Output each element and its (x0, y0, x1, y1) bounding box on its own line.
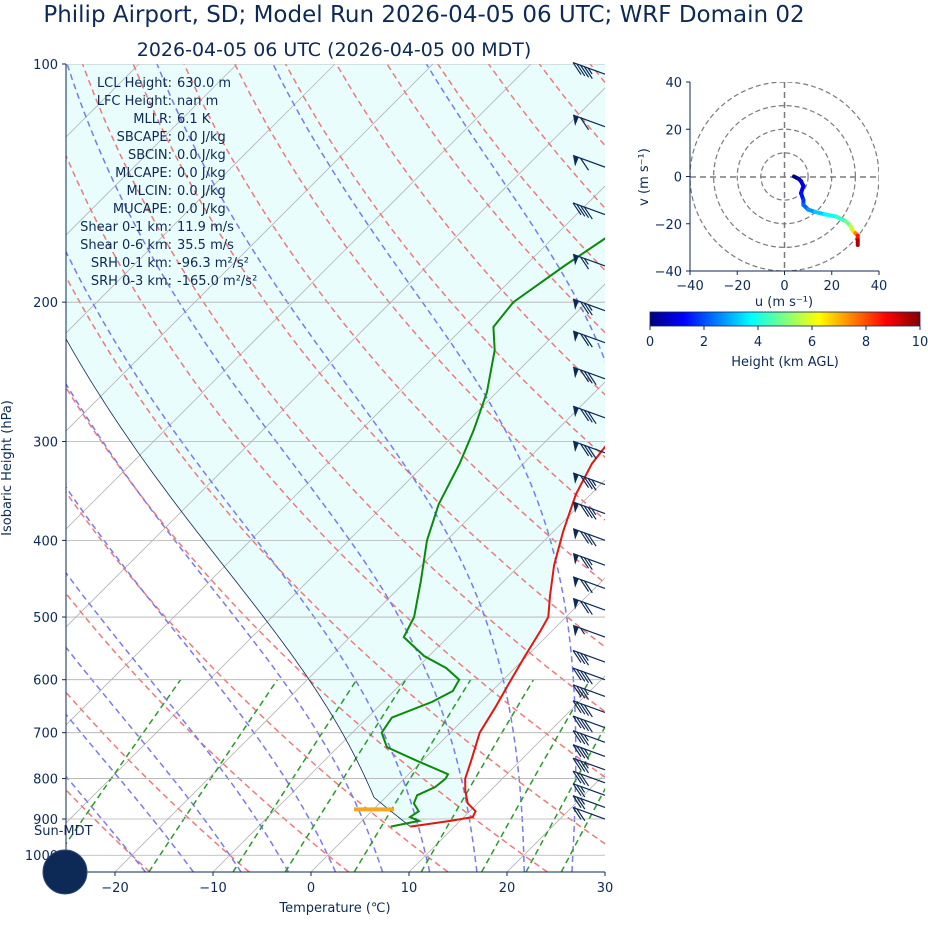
hodograph-ticks: −40 −20 0 20 40 40 20 0 −20 −40 (655, 76, 888, 294)
hodograph-y-tick-label: −20 (655, 218, 682, 233)
y-tick-label: 800 (33, 773, 58, 788)
index-label: Shear 0-6 km: (80, 238, 172, 253)
dry-adiabat (844, 64, 928, 872)
isotherm-line (703, 64, 928, 872)
hodograph-y-tick-label: 0 (674, 171, 682, 186)
y-axis-label: Isobaric Height (hPa) (0, 400, 15, 536)
y-tick-label: 400 (33, 534, 58, 549)
index-value: 0.0 J/kg (177, 130, 226, 145)
colorbar-tick-label: 0 (646, 335, 654, 350)
colorbar-gradient (650, 312, 920, 326)
dry-adiabat (692, 64, 928, 872)
colorbar-tick-label: 10 (912, 335, 928, 350)
hodograph-y-tick-label: −40 (655, 265, 682, 280)
isotherm-line (605, 64, 928, 872)
colorbar-tick-label: 2 (700, 335, 708, 350)
wind-barb (573, 650, 605, 665)
index-label: Shear 0-1 km: (80, 220, 172, 235)
index-label: SRH 0-3 km: (91, 274, 172, 289)
wind-barb (573, 668, 605, 684)
x-tick-label: 0 (307, 881, 315, 896)
index-value: 630.0 m (177, 76, 231, 91)
index-label: SRH 0-1 km: (91, 256, 172, 271)
moon-phase-icon (43, 850, 87, 894)
index-value: 0.0 J/kg (177, 148, 226, 163)
hodograph-y-tick-label: 40 (665, 76, 682, 91)
hodograph-x-tick-label: −20 (724, 279, 751, 294)
hodograph-x-tick-label: 0 (780, 279, 788, 294)
index-value: 35.5 m/s (177, 238, 234, 253)
colorbar-tick-label: 8 (862, 335, 870, 350)
index-label: MUCAPE: (113, 202, 172, 217)
colorbar-ticks: 0 2 4 6 8 10 (646, 326, 928, 350)
y-tick-label: 300 (33, 436, 58, 451)
dry-adiabat (793, 64, 928, 872)
dry-adiabat (742, 64, 928, 872)
height-colorbar: 0 2 4 6 8 10 Height (km AGL) (646, 312, 928, 370)
wind-barb (573, 598, 605, 614)
figure-title: Philip Airport, SD; Model Run 2026-04-05… (43, 2, 804, 28)
x-tick-label: −10 (199, 881, 226, 896)
y-tick-label: 600 (33, 674, 58, 689)
index-value: -96.3 m²/s² (177, 256, 249, 271)
x-axis-ticks: −20 −10 0 10 20 30 (101, 872, 613, 896)
x-tick-label: 30 (597, 881, 614, 896)
wind-barb (573, 758, 605, 773)
x-tick-label: 20 (499, 881, 516, 896)
hodograph-x-tick-label: 20 (823, 279, 840, 294)
hodograph: −40 −20 0 20 40 40 20 0 −20 −40 u (m s⁻¹) v (m s⁻… (637, 76, 887, 310)
wind-barb (573, 625, 605, 637)
wind-barb (573, 716, 605, 732)
index-value: nan m (177, 94, 218, 109)
y-tick-label: 100 (33, 58, 58, 73)
index-label: SBCAPE: (117, 130, 172, 145)
sun-label: Sun-MDT (34, 824, 93, 839)
index-value: 6.1 K (177, 112, 211, 127)
hodograph-y-tick-label: 20 (665, 123, 682, 138)
isotherm-line (801, 64, 928, 872)
skewt-subtitle: 2026-04-05 06 UTC (2026-04-05 00 MDT) (137, 39, 532, 61)
x-tick-label: 10 (401, 881, 418, 896)
x-tick-label: −20 (101, 881, 128, 896)
colorbar-tick-label: 6 (808, 335, 816, 350)
hodograph-x-tick-label: −40 (676, 279, 703, 294)
hodograph-x-tick-label: 40 (871, 279, 888, 294)
colorbar-label: Height (km AGL) (731, 355, 839, 370)
index-value: 0.0 J/kg (177, 166, 226, 181)
y-tick-label: 200 (33, 296, 58, 311)
index-value: 0.0 J/kg (177, 184, 226, 199)
wind-barb (573, 502, 605, 519)
y-tick-label: 700 (33, 727, 58, 742)
index-label: LFC Height: (97, 94, 172, 109)
index-label: MLCIN: (127, 184, 172, 199)
index-label: SBCIN: (128, 148, 172, 163)
index-value: 11.9 m/s (177, 220, 234, 235)
y-tick-label: 500 (33, 611, 58, 626)
mixing-ratio-line (233, 680, 357, 872)
moist-adiabat (716, 64, 848, 872)
index-label: MLLR: (133, 112, 172, 127)
colorbar-tick-label: 4 (754, 335, 762, 350)
hodograph-x-label: u (m s⁻¹) (755, 295, 813, 310)
index-label: MLCAPE: (115, 166, 172, 181)
wind-barb (573, 529, 605, 546)
x-axis-label: Temperature (℃) (278, 901, 390, 916)
wind-barb (573, 554, 605, 570)
index-value: -165.0 m²/s² (177, 274, 257, 289)
index-label: LCL Height: (97, 76, 172, 91)
index-value: 0.0 J/kg (177, 202, 226, 217)
hodograph-y-label: v (m s⁻¹) (637, 148, 652, 206)
mixing-ratio-line (616, 680, 716, 872)
